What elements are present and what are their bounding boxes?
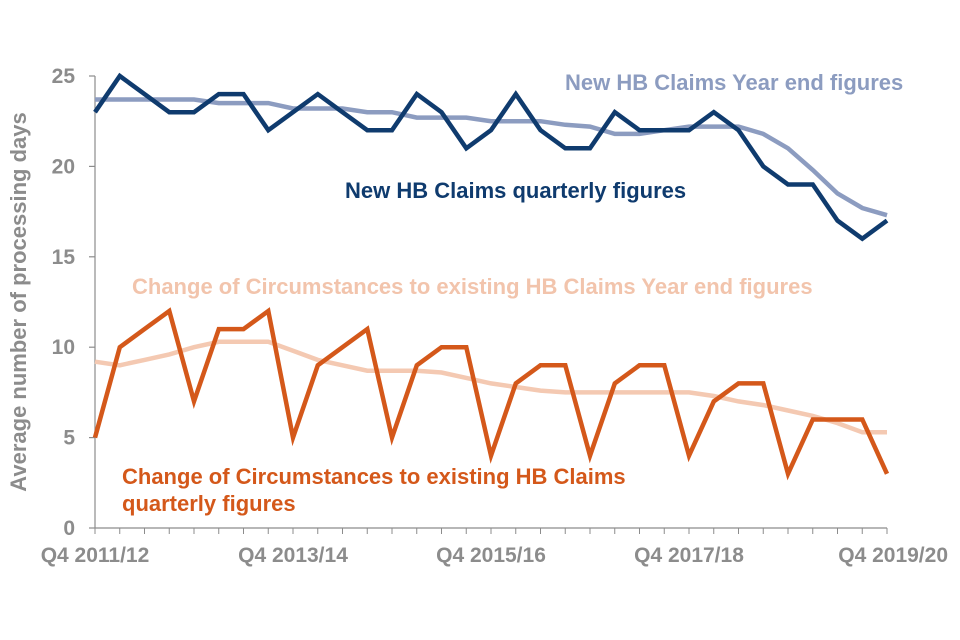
x-ticks: Q4 2011/12 Q4 2013/14 Q4 2015/16 Q4 2017/18… xyxy=(41,528,948,567)
x-tick-label: Q4 2011/12 xyxy=(41,544,150,567)
y-tick-label: 5 xyxy=(63,427,75,450)
y-ticks: 0 5 10 15 20 25 xyxy=(52,65,95,540)
y-tick-label: 25 xyxy=(52,65,76,88)
x-tick-label: Q4 2019/20 xyxy=(838,544,948,567)
series-line-new-hb-claims-quarterly-figures xyxy=(93,72,889,242)
y-tick-label: 15 xyxy=(52,246,76,269)
series-line-change-of-circumstances-to-existing-hb-claims-quarterly-figures xyxy=(92,307,890,481)
annotation-new-quarterly: New HB Claims quarterly figures xyxy=(345,178,686,203)
x-tick-label: Q4 2017/18 xyxy=(634,544,744,567)
x-tick-label: Q4 2015/16 xyxy=(436,544,546,567)
x-tick-label: Q4 2013/14 xyxy=(238,544,348,567)
y-axis-label: Average number of processing days xyxy=(6,112,31,491)
y-tick-label: 20 xyxy=(52,155,75,178)
series-lines xyxy=(92,72,890,481)
annotation-new-year-end: New HB Claims Year end figures xyxy=(565,70,903,95)
y-tick-label: 10 xyxy=(52,336,75,359)
annotation-coc-quarterly-line1: Change of Circumstances to existing HB C… xyxy=(122,464,626,489)
series-line-new-hb-claims-year-end-figures xyxy=(95,97,888,218)
y-tick-label: 0 xyxy=(63,517,75,540)
annotation-coc-year-end: Change of Circumstances to existing HB C… xyxy=(132,274,813,299)
annotation-coc-quarterly-line2: quarterly figures xyxy=(122,491,296,516)
series-line-change-of-circumstances-to-existing-hb-claims-year-end-figures xyxy=(94,339,887,435)
